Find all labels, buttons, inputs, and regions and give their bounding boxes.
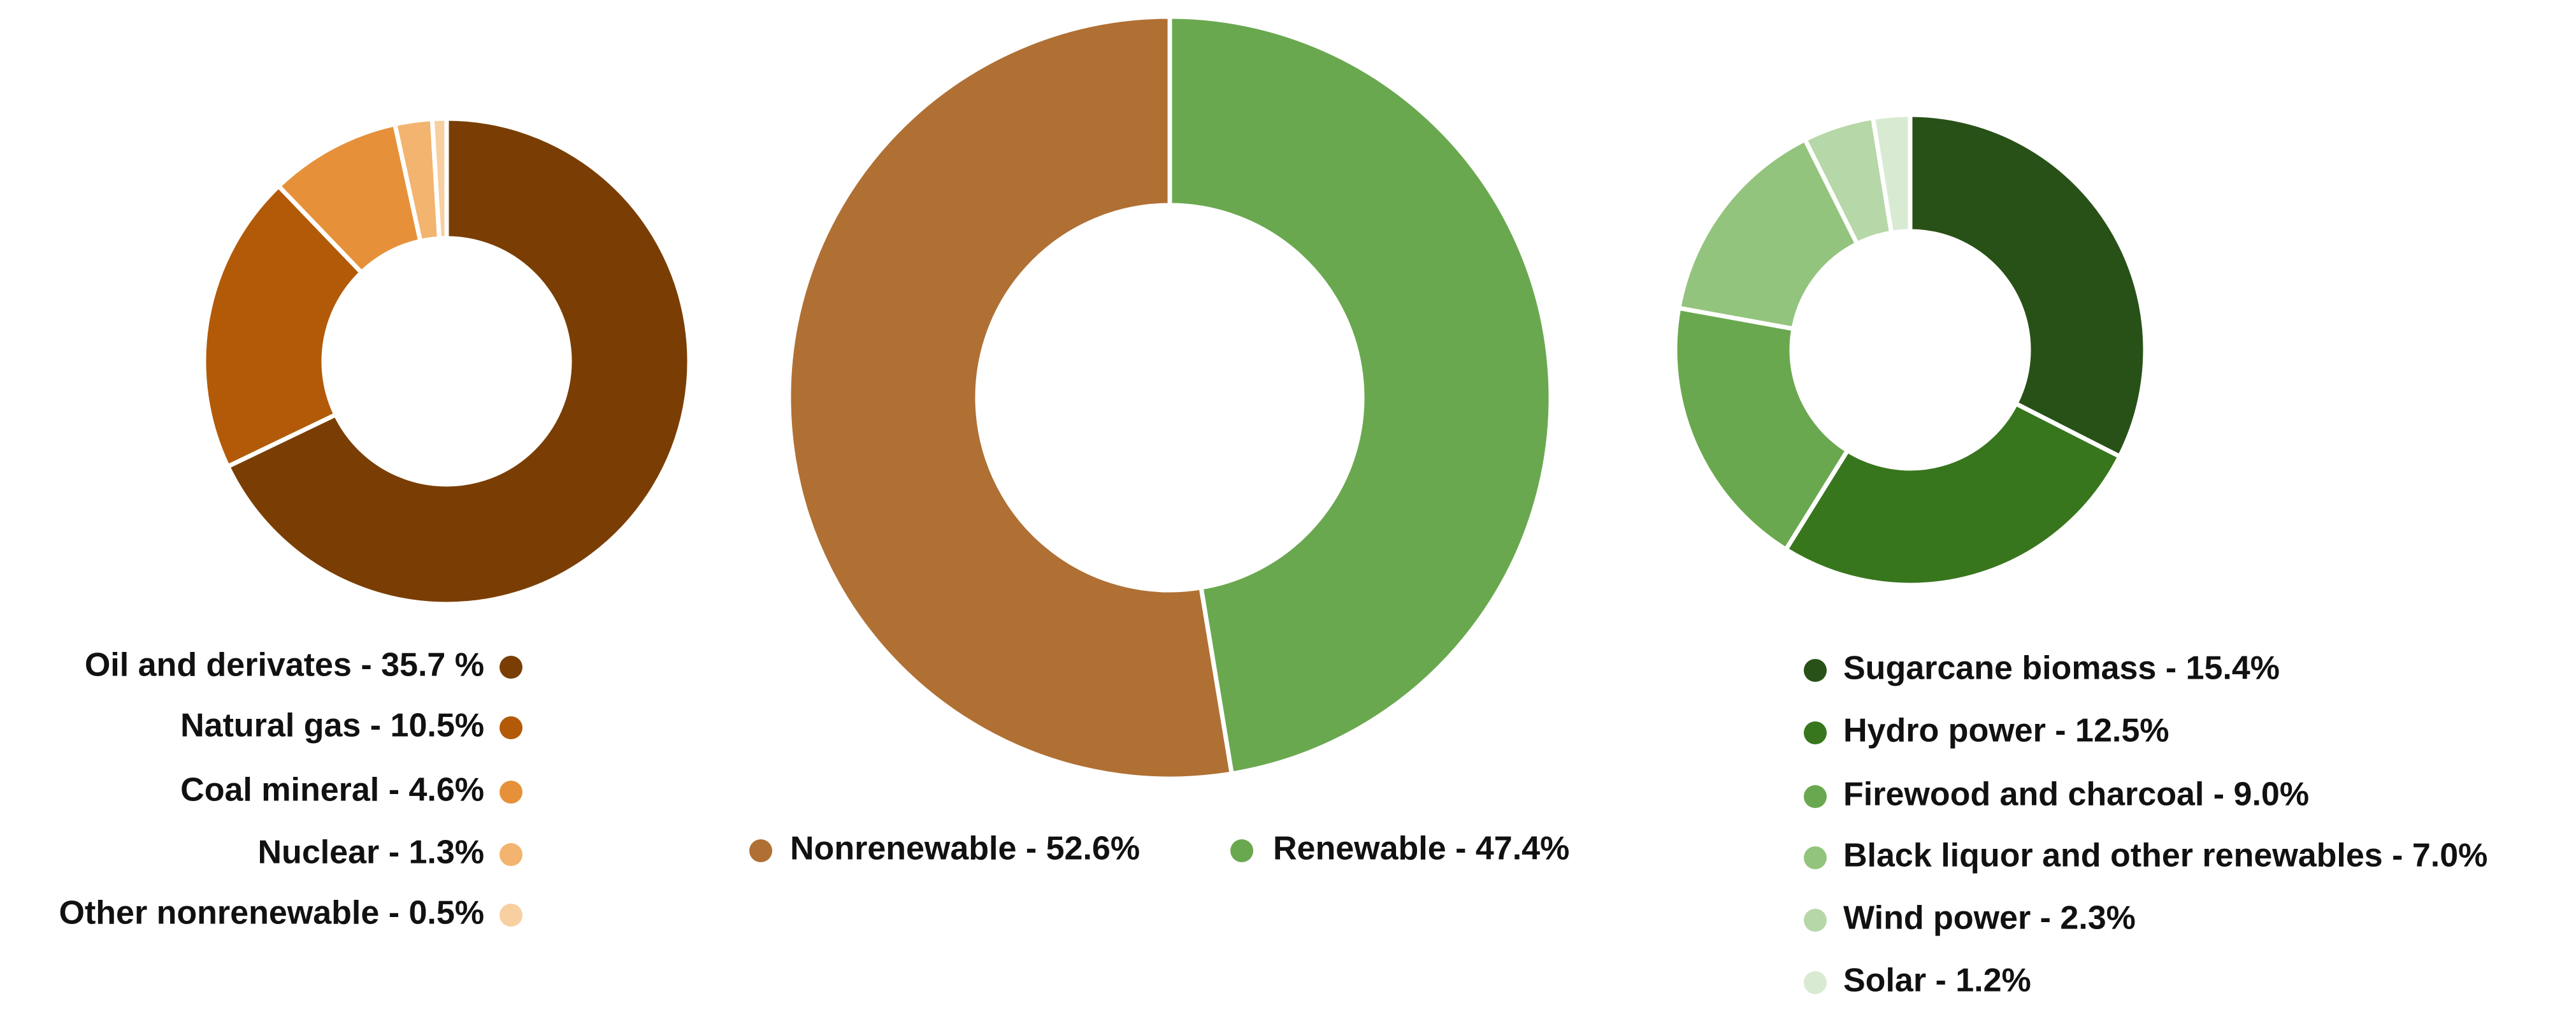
legend-label: Natural gas - 10.5% <box>180 707 484 744</box>
donut-slice <box>1783 400 2123 588</box>
legend-marker <box>500 716 522 739</box>
legend-marker <box>1804 846 1827 869</box>
legend-label: Oil and derivates - 35.7 % <box>85 647 484 684</box>
legend-marker <box>500 843 522 866</box>
donut-slice <box>1167 14 1553 777</box>
legend-label: Firewood and charcoal - 9.0% <box>1843 776 2309 813</box>
legend-label: Black liquor and other renewables - 7.0% <box>1843 837 2487 874</box>
legend-marker <box>1230 839 1253 862</box>
legend-label: Nonrenewable - 52.6% <box>790 830 1140 867</box>
donut-slice <box>1908 112 2148 460</box>
legend-marker <box>1804 909 1827 932</box>
donut-slice <box>1673 305 1851 553</box>
donut-slice <box>1870 112 1913 236</box>
donut-slice <box>201 183 365 470</box>
donut-slice <box>786 14 1235 781</box>
legend-marker <box>1804 659 1827 682</box>
legend-marker <box>1804 785 1827 808</box>
legend-marker <box>1804 721 1827 744</box>
legend-label: Hydro power - 12.5% <box>1843 712 2169 749</box>
legend-label: Renewable - 47.4% <box>1273 830 1569 867</box>
legend-label: Other nonrenewable - 0.5% <box>59 895 485 932</box>
donut-slice <box>429 116 449 242</box>
legend-marker <box>500 904 522 927</box>
legend-label: Nuclear - 1.3% <box>258 834 485 871</box>
legend-marker <box>749 839 772 862</box>
legend-marker <box>1804 971 1827 994</box>
legend-label: Sugarcane biomass - 15.4% <box>1843 650 2280 687</box>
legend-marker <box>500 781 522 804</box>
donut-slice <box>224 116 692 607</box>
donut-slice <box>1676 136 1860 331</box>
legend-label: Wind power - 2.3% <box>1843 900 2136 937</box>
legend-label: Solar - 1.2% <box>1843 962 2031 999</box>
legend-marker <box>500 656 522 679</box>
legend-label: Coal mineral - 4.6% <box>180 772 484 809</box>
